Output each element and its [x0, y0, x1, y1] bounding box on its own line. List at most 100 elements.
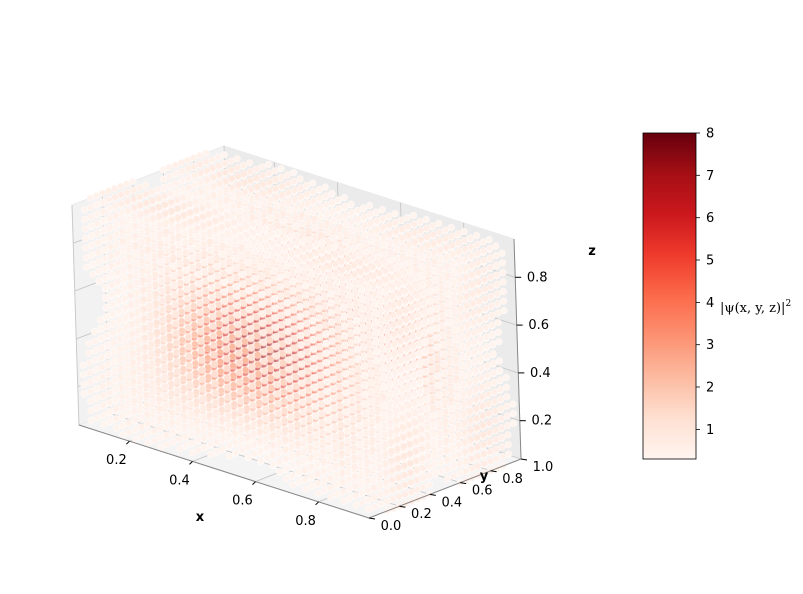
data-point — [329, 225, 338, 234]
data-point — [286, 225, 294, 233]
data-point — [166, 189, 175, 198]
data-point — [317, 221, 325, 230]
data-point — [203, 175, 211, 184]
data-point — [310, 215, 319, 223]
data-point — [159, 175, 168, 183]
data-point — [303, 199, 312, 207]
data-point — [202, 149, 210, 157]
data-point — [283, 171, 292, 179]
data-point — [303, 190, 311, 198]
data-point — [197, 178, 205, 186]
data-point — [171, 161, 180, 169]
data-point — [291, 195, 299, 203]
data-point — [208, 155, 217, 164]
data-point — [190, 171, 199, 180]
data-point — [123, 188, 131, 197]
data-point — [267, 214, 275, 222]
data-point — [228, 175, 236, 183]
data-point — [216, 179, 224, 188]
data-point — [227, 157, 235, 165]
data-point — [322, 200, 330, 209]
data-point — [266, 205, 275, 213]
data-point — [272, 184, 280, 193]
data-point — [259, 172, 267, 180]
data-point — [165, 163, 174, 171]
data-point — [178, 176, 187, 184]
data-point — [278, 182, 286, 190]
data-point — [172, 169, 180, 178]
data-point — [353, 206, 362, 215]
data-point — [254, 210, 262, 218]
data-point — [184, 174, 193, 182]
data-point — [235, 199, 243, 208]
data-point — [385, 221, 393, 229]
data-point — [185, 183, 193, 192]
data-point — [203, 166, 211, 175]
data-point — [298, 219, 306, 228]
data-point — [209, 173, 217, 181]
data-point — [297, 192, 305, 201]
data-point — [227, 166, 236, 174]
data-point — [317, 231, 325, 239]
data-point — [252, 165, 260, 174]
data-point — [110, 184, 119, 193]
data-point — [310, 205, 318, 214]
data-point — [403, 214, 412, 222]
data-point — [398, 225, 406, 233]
data-point — [304, 227, 313, 235]
data-point — [215, 171, 224, 179]
data-point — [215, 162, 223, 170]
data-point — [235, 190, 243, 198]
data-point — [366, 201, 374, 210]
data-point — [239, 161, 248, 169]
data-point — [309, 179, 317, 187]
data-point — [253, 183, 261, 191]
data-point — [435, 219, 443, 228]
data-point — [298, 211, 306, 219]
data-point — [397, 216, 406, 224]
data-point — [429, 222, 437, 230]
data-point — [191, 190, 200, 198]
data-point — [472, 231, 481, 240]
data-point — [378, 206, 386, 214]
data-point — [278, 191, 286, 199]
data-point — [334, 196, 343, 204]
data-point — [172, 179, 180, 187]
data-point — [410, 220, 418, 228]
data-point — [185, 191, 194, 199]
data-point — [304, 208, 312, 216]
data-point — [142, 190, 150, 198]
data-point — [122, 180, 131, 188]
data-point — [416, 218, 424, 226]
data-point — [277, 173, 286, 182]
data-point — [104, 187, 113, 195]
data-point — [429, 230, 437, 239]
data-point — [247, 185, 255, 193]
data-point — [129, 177, 137, 186]
data-point — [348, 217, 356, 226]
data-point — [246, 176, 255, 185]
data-point — [323, 219, 331, 227]
data-point — [198, 195, 206, 204]
data-point — [447, 223, 456, 232]
data-point — [216, 188, 224, 196]
data-point — [335, 213, 343, 222]
data-point — [221, 159, 229, 168]
data-point — [422, 215, 430, 224]
data-points — [79, 149, 518, 515]
data-point — [248, 203, 256, 212]
grid-line-y — [71, 204, 80, 426]
data-point — [160, 183, 168, 191]
data-point — [178, 167, 186, 176]
data-point — [214, 153, 223, 161]
data-point — [229, 202, 237, 210]
data-point — [311, 224, 319, 232]
data-point — [302, 181, 311, 190]
data-point — [173, 187, 181, 195]
data-point — [154, 194, 163, 203]
data-point — [234, 172, 242, 181]
data-point — [204, 194, 212, 202]
data-point — [196, 169, 205, 177]
data-point — [416, 226, 425, 235]
